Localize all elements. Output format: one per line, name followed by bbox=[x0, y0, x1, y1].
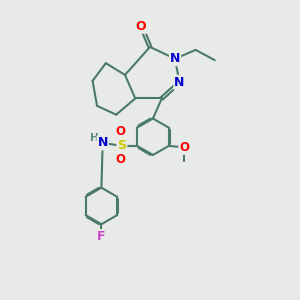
Text: F: F bbox=[97, 230, 106, 243]
Text: N: N bbox=[98, 136, 108, 149]
Text: O: O bbox=[116, 125, 125, 138]
Text: N: N bbox=[170, 52, 180, 65]
Text: O: O bbox=[116, 153, 125, 166]
Text: S: S bbox=[117, 140, 126, 152]
Text: N: N bbox=[174, 76, 184, 89]
Text: O: O bbox=[179, 141, 189, 154]
Text: O: O bbox=[136, 20, 146, 33]
Text: H: H bbox=[90, 133, 99, 142]
